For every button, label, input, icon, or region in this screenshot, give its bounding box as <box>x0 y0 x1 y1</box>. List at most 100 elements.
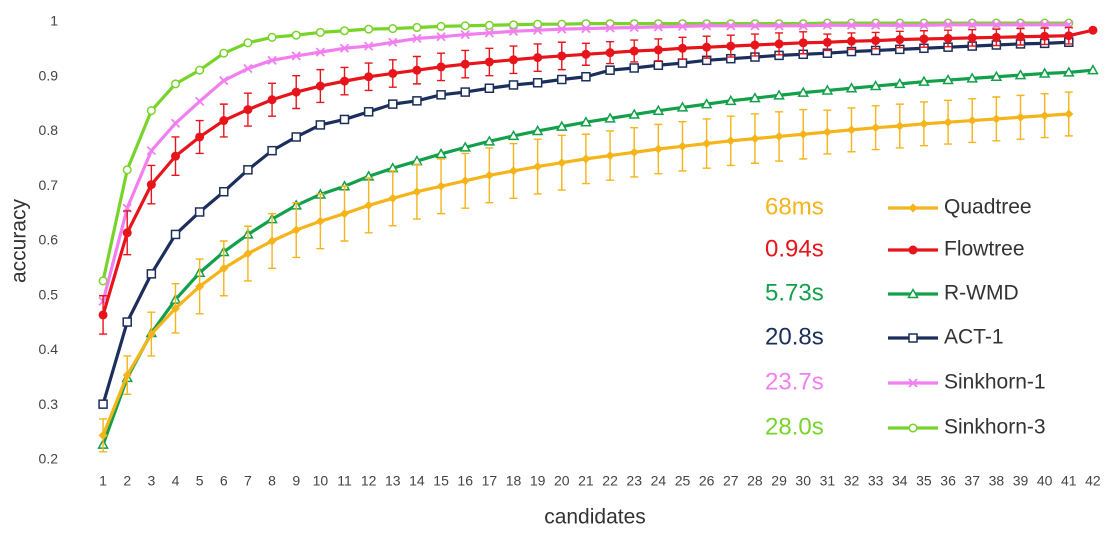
marker <box>122 228 132 238</box>
marker <box>871 123 881 133</box>
marker <box>750 134 760 144</box>
marker <box>531 124 544 136</box>
marker <box>291 132 301 142</box>
legend-time: 23.7s <box>765 368 824 395</box>
marker <box>653 22 663 32</box>
marker <box>363 107 374 117</box>
x-tick-label: 4 <box>172 473 180 489</box>
marker <box>908 333 918 343</box>
marker <box>146 329 156 339</box>
marker <box>629 22 639 33</box>
x-tick-label: 13 <box>385 473 401 489</box>
marker <box>436 21 446 31</box>
marker <box>822 20 832 30</box>
marker <box>243 63 253 74</box>
marker <box>219 263 229 273</box>
marker <box>895 121 905 131</box>
marker <box>171 303 180 313</box>
marker <box>557 158 567 168</box>
marker <box>557 24 567 34</box>
marker <box>146 106 156 116</box>
marker <box>1064 109 1074 119</box>
x-tick-label: 1 <box>99 473 107 489</box>
marker <box>267 145 277 156</box>
marker <box>702 21 712 31</box>
marker <box>364 24 374 34</box>
marker <box>1063 66 1075 77</box>
marker <box>702 139 712 149</box>
marker <box>243 165 253 175</box>
x-tick-label: 36 <box>940 473 956 489</box>
y-tick-label: 1 <box>50 13 58 29</box>
marker <box>364 200 374 210</box>
marker <box>1016 32 1025 42</box>
marker <box>98 276 108 286</box>
marker <box>460 59 470 69</box>
marker <box>267 236 277 246</box>
marker <box>629 46 639 56</box>
marker <box>388 68 398 78</box>
marker <box>798 129 808 139</box>
x-tick-label: 35 <box>916 473 932 489</box>
marker <box>436 90 446 100</box>
marker <box>871 36 881 46</box>
legend-time: 5.73s <box>765 279 824 306</box>
marker <box>195 96 205 107</box>
marker <box>243 38 253 48</box>
marker <box>676 101 689 112</box>
marker <box>605 48 615 58</box>
x-tick-label: 2 <box>123 473 131 489</box>
y-tick-label: 0.2 <box>39 451 59 467</box>
marker <box>412 33 422 44</box>
marker <box>388 37 398 47</box>
marker <box>653 45 663 55</box>
x-tick-label: 10 <box>313 473 329 489</box>
marker <box>1088 25 1098 35</box>
y-axis-title: accuracy <box>8 198 31 283</box>
marker <box>822 37 832 47</box>
marker <box>919 20 929 30</box>
legend-label: Sinkhorn-1 <box>944 371 1046 394</box>
marker <box>267 32 277 42</box>
marker <box>605 23 615 33</box>
x-tick-label: 31 <box>820 473 836 489</box>
marker <box>943 20 953 30</box>
marker <box>605 65 615 75</box>
marker <box>1014 69 1027 80</box>
marker <box>1016 112 1025 122</box>
marker <box>908 203 918 213</box>
marker <box>315 27 325 37</box>
marker <box>267 95 277 105</box>
x-tick-label: 5 <box>196 473 204 489</box>
marker <box>797 86 809 97</box>
marker <box>195 65 205 75</box>
marker <box>653 60 664 71</box>
marker <box>628 108 640 119</box>
marker <box>678 43 687 53</box>
marker <box>557 74 567 85</box>
x-tick-label: 14 <box>409 473 425 489</box>
x-tick-label: 11 <box>337 473 352 489</box>
marker <box>1040 111 1050 121</box>
marker <box>908 378 918 388</box>
marker <box>170 229 181 240</box>
marker <box>267 55 277 65</box>
marker <box>98 399 108 409</box>
marker <box>581 154 591 164</box>
marker <box>991 114 1001 124</box>
marker <box>339 43 350 53</box>
marker <box>533 25 543 35</box>
marker <box>991 20 1001 30</box>
marker <box>581 49 591 59</box>
marker <box>943 33 953 43</box>
x-tick-label: 30 <box>795 473 811 489</box>
marker <box>460 87 470 97</box>
marker <box>460 21 470 31</box>
marker <box>340 76 349 86</box>
legend-label: Quadtree <box>944 196 1032 219</box>
marker <box>700 98 713 109</box>
marker <box>652 104 665 115</box>
marker <box>942 74 954 85</box>
marker <box>629 147 639 157</box>
x-tick-label: 6 <box>220 473 228 489</box>
